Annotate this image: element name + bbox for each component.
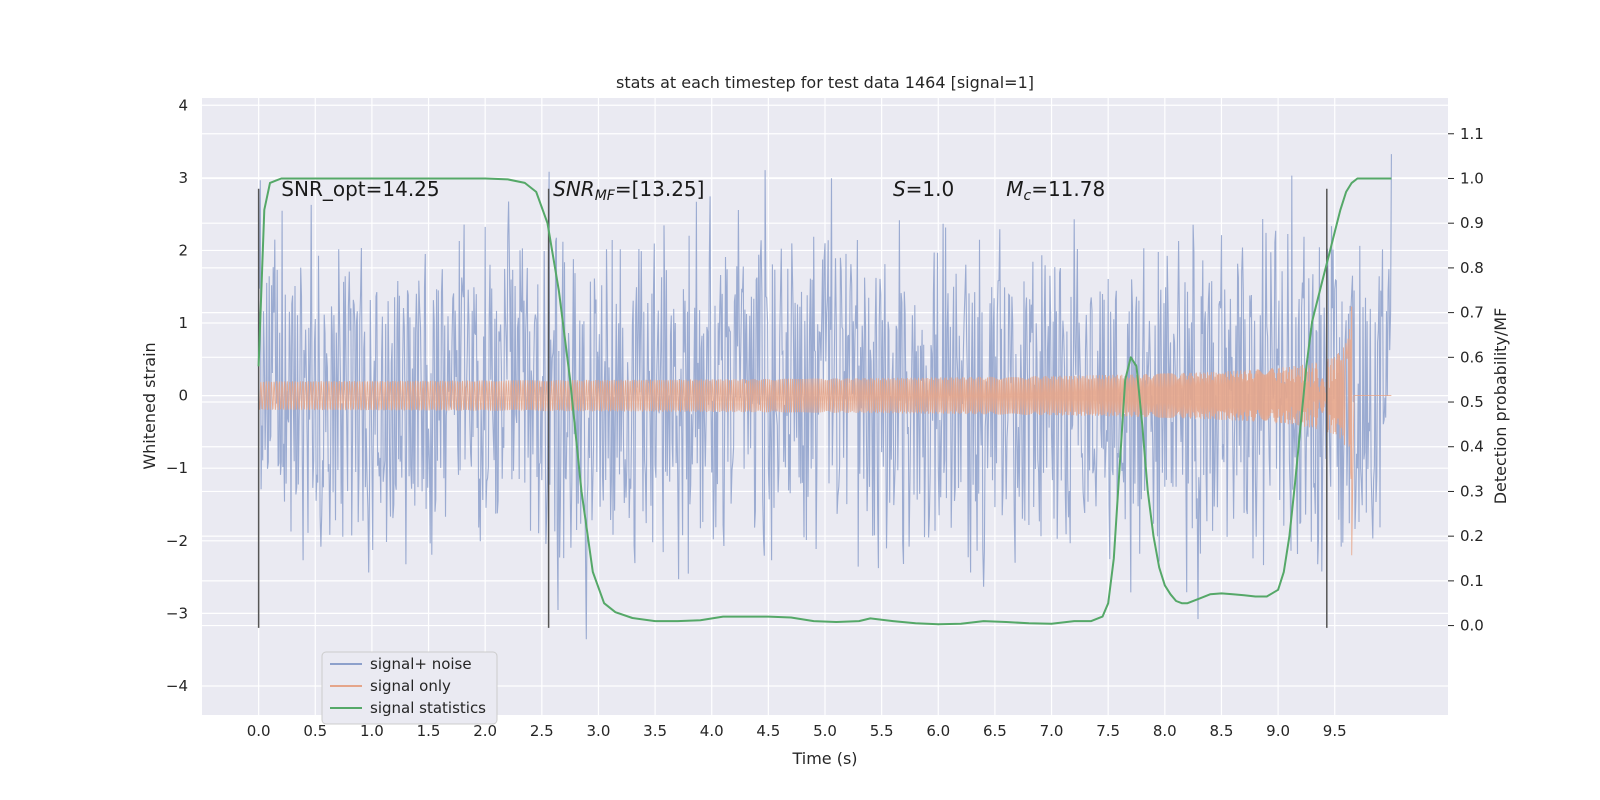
right-tick-label: 0.6	[1460, 348, 1484, 366]
left-tick-label: −4	[166, 677, 188, 695]
legend: signal+ noise signal only signal statist…	[321, 651, 498, 725]
chart-title: stats at each timestep for test data 146…	[616, 73, 1034, 92]
right-tick-label: 0.7	[1460, 304, 1484, 322]
x-tick-label: 4.0	[700, 722, 724, 740]
x-tick-label: 0.0	[247, 722, 271, 740]
x-tick-label: 5.0	[813, 722, 837, 740]
x-axis-ticks: 0.0 0.5 1.0 1.5 2.0 2.5 3.0 3.5 4.0 4.5 5.0 5.5 6.0 6…	[247, 722, 1347, 740]
annotation-1: SNRMF=[13.25]	[553, 177, 704, 204]
right-tick-label: 1.1	[1460, 125, 1484, 143]
left-axis-ticks: −4 −3 −2 −1 0 1 2 3 4	[166, 96, 188, 695]
x-tick-label: 2.0	[473, 722, 497, 740]
annotation-0: SNR_opt=14.25	[281, 177, 439, 201]
x-tick-label: 1.0	[360, 722, 384, 740]
series-signal-statistics	[257, 177, 1392, 626]
x-tick-label: 9.0	[1266, 722, 1290, 740]
x-tick-label: 7.0	[1040, 722, 1064, 740]
x-tick-label: 7.5	[1096, 722, 1120, 740]
annotations: SNR_opt=14.25 SNRMF=[13.25] S=1.0 Mc=11.78	[281, 177, 1105, 204]
x-tick-label: 2.5	[530, 722, 554, 740]
left-tick-label: −2	[166, 532, 188, 550]
right-tick-label: 1.0	[1460, 169, 1484, 187]
series-signal-noise	[258, 154, 1392, 640]
right-tick-label: 0.4	[1460, 438, 1484, 456]
right-tick-label: 0.8	[1460, 259, 1484, 277]
left-tick-label: 4	[178, 96, 188, 114]
x-tick-label: 8.0	[1153, 722, 1177, 740]
noise-trace	[258, 154, 1392, 640]
x-tick-label: 5.5	[870, 722, 894, 740]
plot-content	[257, 154, 1392, 640]
x-tick-label: 3.0	[587, 722, 611, 740]
left-tick-label: 1	[178, 314, 188, 332]
annotation-2: S=1.0	[893, 177, 954, 201]
right-tick-label: 0.9	[1460, 214, 1484, 232]
right-tick-label: 0.1	[1460, 572, 1484, 590]
left-tick-label: 3	[178, 169, 188, 187]
legend-label-signal-statistics: signal statistics	[370, 699, 486, 717]
right-axis-label: Detection probability/MF	[1491, 308, 1510, 505]
right-tick-label: 0.2	[1460, 527, 1484, 545]
left-tick-label: −1	[166, 459, 188, 477]
right-tick-label: 0.5	[1460, 393, 1484, 411]
legend-label-signal-noise: signal+ noise	[370, 655, 472, 673]
right-axis-ticks: 0.0 0.1 0.2 0.3 0.4 0.5 0.6 0.7 0.8 0.9 1.0 1.1	[1448, 125, 1484, 635]
x-tick-label: 6.5	[983, 722, 1007, 740]
left-tick-label: 2	[178, 241, 188, 259]
grid	[202, 98, 1448, 715]
left-tick-label: −3	[166, 604, 188, 622]
left-axis-label: Whitened strain	[140, 342, 159, 469]
left-tick-label: 0	[178, 387, 188, 405]
x-tick-label: 4.5	[756, 722, 780, 740]
x-axis-label: Time (s)	[791, 749, 857, 768]
x-tick-label: 3.5	[643, 722, 667, 740]
annotation-3: Mc=11.78	[1006, 177, 1105, 204]
right-tick-label: 0.3	[1460, 482, 1484, 500]
x-tick-label: 6.0	[926, 722, 950, 740]
x-tick-label: 9.5	[1323, 722, 1347, 740]
statistics-line	[257, 177, 1392, 626]
legend-label-signal-only: signal only	[370, 677, 451, 695]
x-tick-label: 8.5	[1210, 722, 1234, 740]
chirp-trace	[258, 306, 1392, 556]
right-tick-label: 0.0	[1460, 617, 1484, 635]
x-tick-label: 1.5	[417, 722, 441, 740]
x-tick-label: 0.5	[303, 722, 327, 740]
series-signal-only	[258, 306, 1392, 556]
legend-box	[321, 651, 498, 725]
